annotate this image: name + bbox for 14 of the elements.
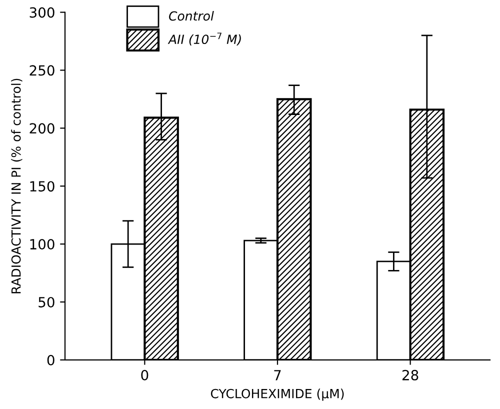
x-tick-label: 0	[141, 370, 148, 380]
y-tick-label: 150	[30, 181, 54, 192]
x-axis-title: CYCLOHEXIMIDE (μM)	[210, 388, 344, 401]
y-axis-title: RADIOACTIVITY IN PI (% of control)	[11, 78, 22, 294]
y-tick-label: 200	[30, 123, 54, 134]
legend-label: AII (10$^{−7}$ M)	[168, 32, 241, 46]
y-tick-label: 0	[47, 354, 54, 366]
y-tick-label: 100	[30, 239, 54, 250]
y-tick-label: 50	[38, 296, 54, 308]
x-tick-label: 28	[402, 370, 418, 380]
x-tick-label: 7	[274, 370, 281, 380]
legend-label: Control	[169, 11, 214, 21]
y-tick-label: 300	[30, 7, 54, 18]
y-tick-label: 250	[30, 65, 54, 76]
